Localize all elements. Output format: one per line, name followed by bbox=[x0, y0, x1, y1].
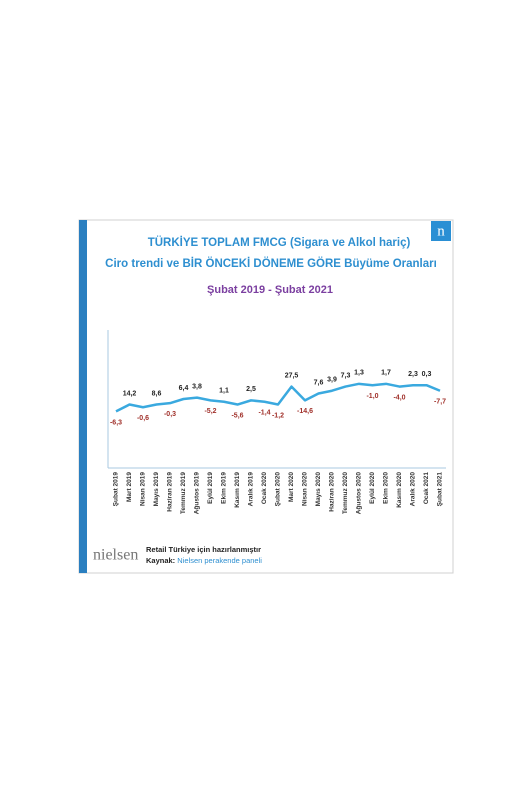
x-tick-label: Ekim 2020 bbox=[383, 472, 390, 504]
growth-label: 7,6 bbox=[314, 379, 324, 386]
growth-label: -6,3 bbox=[110, 419, 122, 426]
growth-label: 2,5 bbox=[246, 386, 256, 393]
growth-label: 14,2 bbox=[123, 390, 137, 397]
x-tick-label: Ağustos 2020 bbox=[356, 472, 363, 515]
source: Nielsen perakende paneli bbox=[177, 556, 262, 565]
chart-title-line2: Ciro trendi ve BİR ÖNCEKİ DÖNEME GÖRE Bü… bbox=[105, 257, 437, 270]
trend-line bbox=[115, 382, 441, 413]
source-label: Kaynak: bbox=[146, 556, 175, 565]
x-tick-label: Nisan 2020 bbox=[302, 472, 309, 506]
x-tick-label: Nisan 2019 bbox=[140, 472, 147, 506]
chart-subtitle: Şubat 2019 - Şubat 2021 bbox=[207, 284, 333, 296]
x-tick-label: Haziran 2020 bbox=[329, 472, 336, 512]
growth-label: -1,4 bbox=[258, 410, 270, 417]
growth-label: -4,0 bbox=[393, 394, 405, 401]
growth-label: 1,3 bbox=[354, 370, 364, 377]
x-tick-label: Ocak 2020 bbox=[261, 472, 268, 505]
x-tick-label: Mayıs 2020 bbox=[315, 472, 322, 507]
x-tick-label: Aralık 2019 bbox=[248, 472, 255, 507]
side-strip bbox=[79, 220, 87, 573]
growth-label: 3,9 bbox=[327, 377, 337, 384]
chart-title: TÜRKİYE TOPLAM FMCG (Sigara ve Alkol har… bbox=[148, 236, 411, 249]
footer-source: Kaynak: Nielsen perakende paneli bbox=[146, 556, 262, 565]
x-tick-label: Temmuz 2019 bbox=[180, 472, 187, 515]
growth-label: -14,6 bbox=[297, 408, 313, 415]
brand: nielsen bbox=[93, 547, 138, 564]
growth-label: 1,7 bbox=[381, 370, 391, 377]
growth-label: 6,4 bbox=[179, 385, 189, 392]
x-tick-label: Mayıs 2019 bbox=[153, 472, 160, 507]
logo: n bbox=[437, 223, 445, 239]
x-tick-label: Mart 2020 bbox=[288, 472, 295, 502]
x-tick-label: Temmuz 2020 bbox=[342, 472, 349, 515]
growth-label: 27,5 bbox=[285, 372, 299, 379]
growth-label: 8,6 bbox=[152, 390, 162, 397]
growth-label: -1,0 bbox=[366, 393, 378, 400]
growth-label: -0,3 bbox=[164, 411, 176, 418]
growth-label: -5,6 bbox=[231, 412, 243, 419]
x-tick-label: Eylül 2020 bbox=[369, 472, 376, 504]
x-tick-label: Aralık 2020 bbox=[410, 472, 417, 507]
x-tick-label: Şubat 2020 bbox=[275, 472, 282, 507]
x-tick-label: Şubat 2021 bbox=[437, 472, 444, 507]
growth-label: 2,3 bbox=[408, 371, 418, 378]
growth-label: -1,2 bbox=[272, 412, 284, 419]
growth-label: 1,1 bbox=[219, 388, 229, 395]
x-tick-label: Ekim 2019 bbox=[221, 472, 228, 504]
x-tick-label: Haziran 2019 bbox=[167, 472, 174, 512]
x-tick-label: Şubat 2019 bbox=[113, 472, 120, 507]
growth-label: 7,3 bbox=[341, 372, 351, 379]
slide bbox=[78, 219, 454, 574]
growth-label: 3,8 bbox=[192, 383, 202, 390]
footer-note: Retail Türkiye için hazırlanmıştır bbox=[146, 545, 261, 554]
logo-box bbox=[431, 221, 451, 241]
growth-label: 0,3 bbox=[422, 371, 432, 378]
growth-label: -7,7 bbox=[434, 399, 446, 406]
growth-label: -5,2 bbox=[204, 408, 216, 415]
x-tick-label: Mart 2019 bbox=[126, 472, 133, 502]
x-tick-label: Ocak 2021 bbox=[423, 472, 430, 505]
growth-label: -0,6 bbox=[137, 415, 149, 422]
x-tick-label: Eylül 2019 bbox=[207, 472, 214, 504]
x-tick-label: Kasım 2019 bbox=[234, 472, 241, 508]
x-tick-label: Kasım 2020 bbox=[396, 472, 403, 508]
x-tick-label: Ağustos 2019 bbox=[194, 472, 201, 515]
